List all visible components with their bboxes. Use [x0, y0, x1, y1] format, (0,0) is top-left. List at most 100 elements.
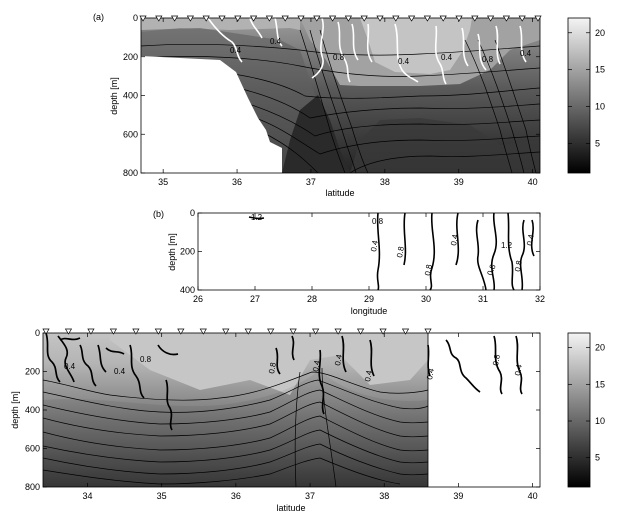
- station-marker: [334, 328, 342, 335]
- panel-b-ylabel: depth [m]: [167, 233, 177, 271]
- x-tick-label: 32: [535, 294, 545, 304]
- contour-label: 0.8: [482, 55, 494, 64]
- x-tick-label: 26: [193, 294, 203, 304]
- station-marker: [424, 328, 432, 335]
- contour-label: 0.4: [64, 362, 76, 371]
- contour-label: 0.8: [395, 245, 406, 258]
- station-marker: [234, 15, 242, 22]
- contour-label: 1.2: [501, 241, 513, 250]
- contour-label: 0.4: [363, 369, 374, 382]
- station-marker: [202, 15, 210, 22]
- colorbar-tick-label: 5: [595, 453, 600, 463]
- x-tick-label: 28: [307, 294, 317, 304]
- station-marker: [376, 15, 384, 22]
- station-marker: [407, 15, 416, 22]
- station-marker: [289, 328, 297, 335]
- station-marker: [186, 15, 195, 22]
- station-marker: [64, 328, 73, 335]
- contour-label: 0.8: [423, 263, 434, 276]
- station-marker: [344, 15, 353, 22]
- x-tick-label: 27: [250, 294, 260, 304]
- colorbar-a: 5 10 15 20: [567, 17, 605, 174]
- panel-a-stations: [139, 15, 542, 22]
- station-marker: [170, 15, 179, 22]
- station-marker: [518, 15, 526, 22]
- colorbar-c: 5 10 15 20: [567, 332, 605, 488]
- contour-label: 0.4: [513, 363, 524, 376]
- x-tick-label: 36: [232, 177, 242, 187]
- station-marker: [222, 328, 230, 335]
- contour-label: 0.8: [333, 53, 345, 62]
- station-marker: [401, 328, 410, 335]
- y-tick-label: 800: [123, 168, 138, 178]
- panel-c: 0.4 0.4 0.8 0.8 0.4 0.4 0.4 0.4 0.8 0.4 …: [10, 328, 541, 513]
- station-marker: [297, 15, 305, 22]
- contour-label: 0.4: [230, 46, 242, 55]
- station-marker: [392, 15, 400, 22]
- x-tick-label: 35: [157, 491, 167, 501]
- x-tick-label: 30: [421, 294, 431, 304]
- station-marker: [139, 15, 147, 22]
- x-tick-label: 39: [453, 491, 463, 501]
- y-tick-label: 200: [25, 367, 40, 377]
- station-marker: [471, 15, 479, 22]
- y-tick-label: 600: [123, 129, 138, 139]
- station-marker: [218, 15, 226, 22]
- station-marker: [313, 15, 321, 22]
- station-marker: [265, 15, 274, 22]
- contour-label: 0.8: [485, 263, 497, 277]
- panel-b-axes: 26 27 28 29 30 31 32 0 200 400: [180, 208, 545, 304]
- station-marker: [534, 15, 542, 22]
- y-tick-label: 0: [35, 328, 40, 338]
- contour-label: 0.8: [140, 355, 152, 364]
- y-tick-label: 200: [180, 247, 195, 257]
- x-tick-label: 29: [364, 294, 374, 304]
- station-marker: [360, 15, 368, 22]
- colorbar-c-ticks: 5 10 15 20: [568, 343, 605, 463]
- panel-a-xlabel: latitude: [325, 188, 354, 198]
- contour-label: 0.4: [525, 233, 536, 246]
- contour-label: 0.8: [267, 361, 278, 374]
- colorbar-tick-label: 20: [595, 28, 605, 38]
- colorbar-tick-label: 15: [595, 379, 605, 389]
- y-tick-label: 400: [123, 91, 138, 101]
- contour-label: 0.8: [491, 353, 502, 366]
- contour-label: 0.8: [372, 217, 384, 226]
- station-marker: [109, 328, 118, 335]
- panel-a-ylabel: depth [m]: [109, 77, 119, 115]
- contour-label: 0.4: [398, 57, 410, 66]
- station-marker: [455, 15, 463, 22]
- station-marker: [132, 328, 140, 335]
- panel-a-contour-labels: 0.4 0.4 0.8 0.4 0.4 0.8 0.4: [230, 37, 532, 66]
- contour-label: 0.4: [520, 49, 532, 58]
- panel-b-xlabel: longitude: [351, 306, 388, 316]
- station-marker: [87, 328, 95, 335]
- x-tick-label: 38: [379, 491, 389, 501]
- station-marker: [42, 328, 50, 335]
- panel-c-xlabel: latitude: [276, 503, 305, 513]
- station-marker: [502, 15, 511, 22]
- panel-b-label: (b): [153, 209, 164, 219]
- panel-a-label: (a): [93, 12, 104, 22]
- x-tick-label: 37: [305, 491, 315, 501]
- panel-c-ylabel: depth [m]: [10, 391, 20, 429]
- x-tick-label: 37: [306, 177, 316, 187]
- panel-c-contour-labels: 0.4 0.4 0.8 0.8 0.4 0.4 0.4 0.4 0.8 0.4: [64, 353, 524, 382]
- y-tick-label: 200: [123, 52, 138, 62]
- station-marker: [267, 328, 275, 335]
- y-tick-label: 800: [25, 482, 40, 492]
- colorbar-tick-label: 10: [595, 102, 605, 112]
- contour-label: 0.8: [513, 259, 524, 272]
- contour-label: 1.2: [251, 213, 263, 222]
- contour-label: 0.4: [441, 53, 453, 62]
- contour-label: 0.4: [369, 239, 380, 252]
- y-tick-label: 0: [190, 208, 195, 218]
- x-tick-label: 39: [454, 177, 464, 187]
- station-marker: [486, 15, 495, 22]
- station-marker: [249, 15, 258, 22]
- station-marker: [423, 15, 432, 22]
- colorbar-tick-label: 5: [595, 138, 600, 148]
